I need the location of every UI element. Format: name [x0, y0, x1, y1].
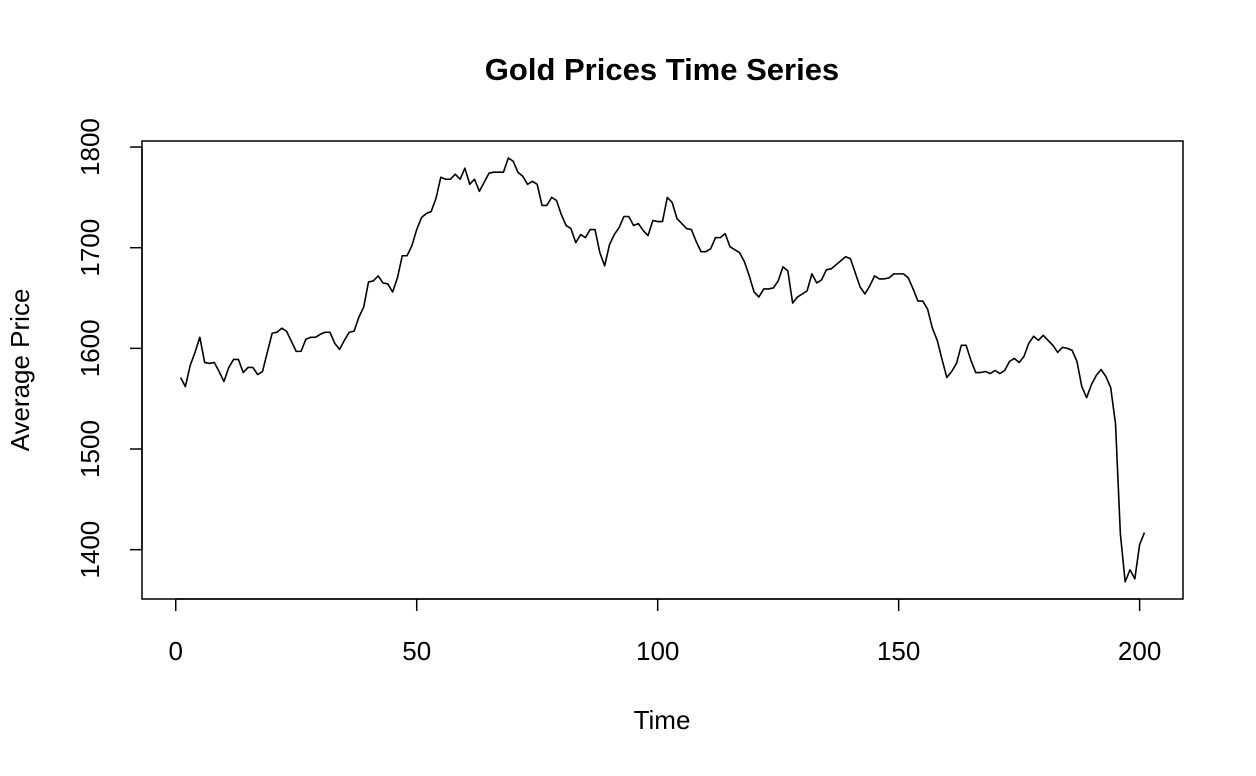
x-tick-label: 100	[636, 636, 679, 666]
y-axis-label: Average Price	[5, 289, 35, 452]
chart-title: Gold Prices Time Series	[485, 52, 839, 87]
x-tick-label: 50	[402, 636, 431, 666]
y-tick-label: 1400	[75, 521, 105, 579]
plot-frame	[141, 140, 1184, 600]
price-line	[179, 157, 1146, 583]
y-tick-label: 1600	[75, 319, 105, 377]
y-tick-label: 1800	[75, 118, 105, 176]
x-tick-label: 0	[169, 636, 183, 666]
x-tick-label: 200	[1118, 636, 1161, 666]
x-tick-label: 150	[877, 636, 920, 666]
y-tick-label: 1700	[75, 219, 105, 277]
y-tick-label: 1500	[75, 420, 105, 478]
x-axis-label: Time	[634, 705, 691, 735]
